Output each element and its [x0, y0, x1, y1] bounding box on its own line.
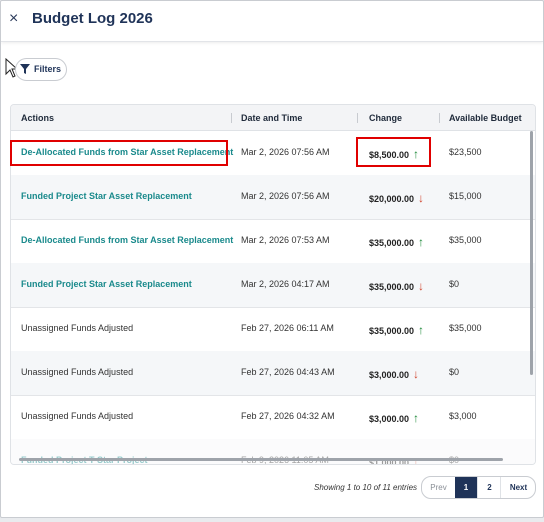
- action-text: Unassigned Funds Adjusted: [21, 323, 134, 333]
- available-budget-cell: $3,000: [449, 411, 477, 421]
- available-budget-cell: $15,000: [449, 191, 482, 201]
- available-budget-cell: $23,500: [449, 147, 482, 157]
- available-budget-cell: $35,000: [449, 235, 482, 245]
- available-budget-cell: $0: [449, 279, 460, 289]
- arrow-down-icon: ↓: [418, 279, 425, 293]
- vertical-scrollbar[interactable]: [530, 131, 533, 375]
- column-divider: [439, 113, 440, 123]
- date-time-cell: Mar 2, 2026 07:56 AM: [241, 191, 330, 201]
- column-header-change[interactable]: Change: [369, 113, 403, 123]
- action-link[interactable]: Funded Project Star Asset Replacement: [21, 191, 192, 201]
- change-cell: $35,000.00 ↑: [369, 323, 424, 337]
- date-time-cell: Mar 2, 2026 04:17 AM: [241, 279, 330, 289]
- table-row[interactable]: Unassigned Funds Adjusted Feb 27, 2026 06…: [11, 307, 535, 352]
- arrow-down-icon: ↓: [418, 191, 425, 205]
- change-cell: $8,500.00 ↑: [369, 147, 419, 161]
- prev-page-button[interactable]: Prev: [430, 483, 447, 492]
- change-amount: $8,500.00: [369, 150, 410, 160]
- action-text: Unassigned Funds Adjusted: [21, 367, 134, 377]
- available-budget-cell: $0: [449, 367, 460, 377]
- available-budget-cell: $35,000: [449, 323, 482, 333]
- arrow-down-icon: ↓: [413, 367, 420, 381]
- arrow-up-icon: ↑: [413, 147, 420, 161]
- table-row[interactable]: Unassigned Funds Adjusted Feb 27, 2026 04…: [11, 351, 535, 396]
- filters-button[interactable]: Filters: [15, 58, 67, 81]
- table-row[interactable]: De-Allocated Funds from Star Asset Repla…: [11, 219, 535, 264]
- page-title: Budget Log 2026: [32, 10, 153, 27]
- change-cell: $35,000.00 ↓: [369, 279, 424, 293]
- budget-log-table: Actions Date and Time Change Available B…: [10, 104, 536, 465]
- highlight-box-action: [10, 140, 228, 166]
- change-amount: $35,000.00: [369, 282, 415, 292]
- table-header: Actions Date and Time Change Available B…: [11, 105, 535, 131]
- highlight-box-change: [356, 137, 431, 167]
- next-page-button[interactable]: Next: [500, 477, 535, 498]
- filters-label: Filters: [34, 64, 62, 74]
- change-cell: $3,000.00 ↑: [369, 411, 419, 425]
- column-divider: [231, 113, 232, 123]
- change-amount: $3,000.00: [369, 370, 410, 380]
- change-amount: $35,000.00: [369, 326, 415, 336]
- table-row[interactable]: Funded Project Star Asset Replacement Mar…: [11, 175, 535, 220]
- change-cell: $3,000.00 ↓: [369, 367, 419, 381]
- date-time-cell: Feb 27, 2026 06:11 AM: [241, 323, 334, 333]
- date-time-cell: Mar 2, 2026 07:53 AM: [241, 235, 330, 245]
- table-row[interactable]: Unassigned Funds Adjusted Feb 27, 2026 04…: [11, 395, 535, 440]
- change-amount: $35,000.00: [369, 238, 415, 248]
- change-cell: $35,000.00 ↑: [369, 235, 424, 249]
- column-header-date-time[interactable]: Date and Time: [241, 113, 303, 123]
- arrow-up-icon: ↑: [418, 323, 425, 337]
- date-time-cell: Feb 27, 2026 04:43 AM: [241, 367, 335, 377]
- change-amount: $3,000.00: [369, 414, 410, 424]
- change-amount: $20,000.00: [369, 194, 415, 204]
- action-text: Unassigned Funds Adjusted: [21, 411, 134, 421]
- close-icon[interactable]: ×: [9, 10, 19, 27]
- funnel-icon: [20, 64, 30, 74]
- dialog-header: × Budget Log 2026: [1, 1, 543, 42]
- column-divider: [357, 113, 358, 123]
- date-time-cell: Feb 27, 2026 04:32 AM: [241, 411, 335, 421]
- arrow-up-icon: ↑: [413, 411, 420, 425]
- page-2-button[interactable]: 2: [477, 477, 501, 498]
- change-cell: $20,000.00 ↓: [369, 191, 424, 205]
- action-link[interactable]: De-Allocated Funds from Star Asset Repla…: [21, 235, 234, 245]
- horizontal-scrollbar[interactable]: [19, 458, 503, 461]
- arrow-up-icon: ↑: [418, 235, 425, 249]
- table-row[interactable]: Funded Project Star Asset Replacement Mar…: [11, 263, 535, 308]
- page-1-button[interactable]: 1: [455, 477, 477, 498]
- action-link[interactable]: De-Allocated Funds from Star Asset Repla…: [21, 147, 234, 157]
- column-header-actions[interactable]: Actions: [21, 113, 55, 123]
- action-link[interactable]: Funded Project Star Asset Replacement: [21, 279, 192, 289]
- pagination: Prev 1 2 Next: [421, 476, 536, 499]
- date-time-cell: Mar 2, 2026 07:56 AM: [241, 147, 330, 157]
- column-header-available-budget[interactable]: Available Budget: [449, 113, 522, 123]
- entries-info: Showing 1 to 10 of 11 entries: [314, 483, 418, 492]
